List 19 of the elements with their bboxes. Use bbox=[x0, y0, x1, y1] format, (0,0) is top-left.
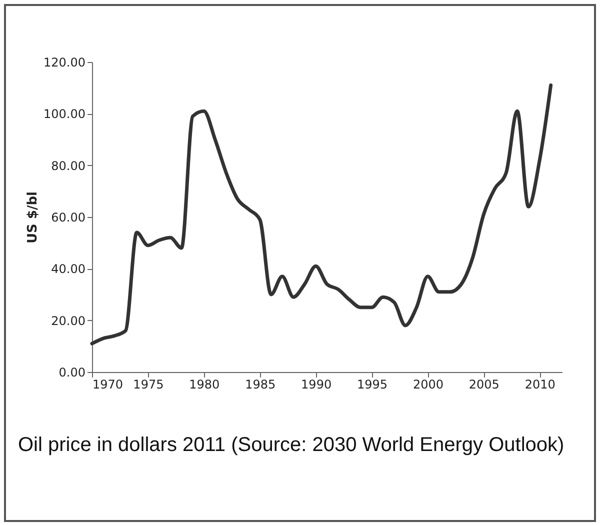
x-tick-label: 2010 bbox=[524, 378, 556, 392]
x-tick-label: 1995 bbox=[356, 378, 388, 392]
y-tick-label: 120.00 bbox=[44, 56, 86, 70]
y-tick-label: 60.00 bbox=[51, 210, 86, 224]
y-tick-label: 80.00 bbox=[51, 158, 86, 173]
y-tick-label: 100.00 bbox=[44, 107, 86, 122]
x-tick-label: 2000 bbox=[412, 378, 444, 392]
x-tick-label: 1990 bbox=[301, 378, 332, 392]
x-tick-label: 1980 bbox=[189, 378, 220, 392]
x-tick-label: 2005 bbox=[468, 378, 500, 392]
y-tick-label: 40.00 bbox=[51, 262, 86, 276]
line-series bbox=[90, 84, 553, 346]
y-tick-label: 20.00 bbox=[51, 314, 86, 328]
y-tick-label: 0.00 bbox=[58, 366, 86, 380]
text: Oil price in dollars 2011 (Source: 2030 World Energy Outlook) bbox=[18, 434, 566, 457]
y-axis-title: US $/bl bbox=[26, 192, 41, 244]
x-tick-label: 1985 bbox=[245, 378, 276, 392]
x-tick-label: 1970 bbox=[92, 378, 124, 392]
x-tick-label: 1975 bbox=[133, 378, 164, 392]
